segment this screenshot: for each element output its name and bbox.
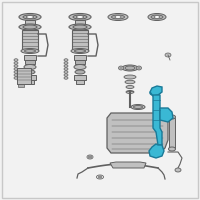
Ellipse shape	[14, 74, 18, 76]
Ellipse shape	[136, 66, 142, 70]
Bar	[74, 75, 86, 80]
Ellipse shape	[165, 53, 171, 57]
Ellipse shape	[120, 67, 122, 69]
Ellipse shape	[14, 59, 18, 61]
Ellipse shape	[64, 74, 68, 76]
Ellipse shape	[64, 71, 68, 73]
Ellipse shape	[108, 14, 128, 21]
Polygon shape	[150, 86, 162, 96]
Bar	[26, 80, 34, 84]
Ellipse shape	[131, 104, 145, 110]
Bar	[17, 68, 31, 84]
Ellipse shape	[126, 90, 134, 94]
Ellipse shape	[21, 48, 39, 53]
Ellipse shape	[76, 16, 84, 19]
Ellipse shape	[14, 68, 18, 70]
Bar	[25, 20, 35, 25]
Ellipse shape	[152, 92, 158, 95]
Ellipse shape	[74, 64, 86, 70]
Ellipse shape	[14, 71, 18, 73]
Polygon shape	[160, 108, 173, 122]
Bar	[75, 20, 85, 25]
Ellipse shape	[23, 25, 37, 29]
Ellipse shape	[74, 49, 86, 52]
Ellipse shape	[26, 16, 34, 19]
Ellipse shape	[124, 75, 136, 79]
Ellipse shape	[168, 115, 176, 119]
Ellipse shape	[14, 65, 18, 67]
Bar	[22, 30, 38, 50]
Ellipse shape	[98, 176, 102, 178]
Polygon shape	[153, 95, 162, 145]
Polygon shape	[107, 113, 168, 153]
Ellipse shape	[168, 147, 176, 151]
Ellipse shape	[71, 48, 89, 53]
Bar	[17, 81, 25, 84]
Polygon shape	[110, 162, 146, 168]
Bar	[72, 30, 88, 50]
Bar	[24, 55, 36, 60]
Ellipse shape	[24, 64, 36, 70]
Ellipse shape	[134, 106, 142, 108]
Polygon shape	[149, 144, 164, 158]
Ellipse shape	[112, 15, 124, 19]
Ellipse shape	[19, 24, 41, 30]
Bar	[25, 60, 35, 64]
Ellipse shape	[64, 77, 68, 79]
Ellipse shape	[150, 90, 160, 96]
Ellipse shape	[122, 65, 138, 71]
Ellipse shape	[138, 67, 140, 69]
Ellipse shape	[64, 59, 68, 61]
Ellipse shape	[23, 15, 37, 19]
Ellipse shape	[64, 62, 68, 64]
Bar	[76, 80, 84, 84]
Bar	[24, 75, 36, 80]
Bar	[18, 84, 24, 86]
Ellipse shape	[73, 15, 87, 19]
Ellipse shape	[148, 14, 166, 21]
Ellipse shape	[115, 16, 121, 19]
Ellipse shape	[64, 65, 68, 67]
Ellipse shape	[125, 80, 135, 84]
Ellipse shape	[175, 168, 181, 172]
Ellipse shape	[64, 68, 68, 70]
Ellipse shape	[14, 62, 18, 64]
Ellipse shape	[14, 77, 18, 79]
Ellipse shape	[126, 86, 134, 88]
Bar	[75, 60, 85, 64]
Ellipse shape	[75, 70, 85, 74]
Ellipse shape	[118, 66, 124, 70]
Ellipse shape	[73, 25, 87, 29]
Ellipse shape	[69, 24, 91, 30]
Ellipse shape	[69, 14, 91, 21]
Ellipse shape	[88, 156, 92, 158]
Ellipse shape	[19, 14, 41, 21]
Ellipse shape	[25, 70, 35, 74]
Ellipse shape	[151, 15, 163, 19]
Ellipse shape	[24, 49, 36, 52]
Bar	[74, 55, 86, 60]
Ellipse shape	[125, 66, 135, 70]
Ellipse shape	[154, 16, 160, 19]
Polygon shape	[169, 118, 175, 148]
